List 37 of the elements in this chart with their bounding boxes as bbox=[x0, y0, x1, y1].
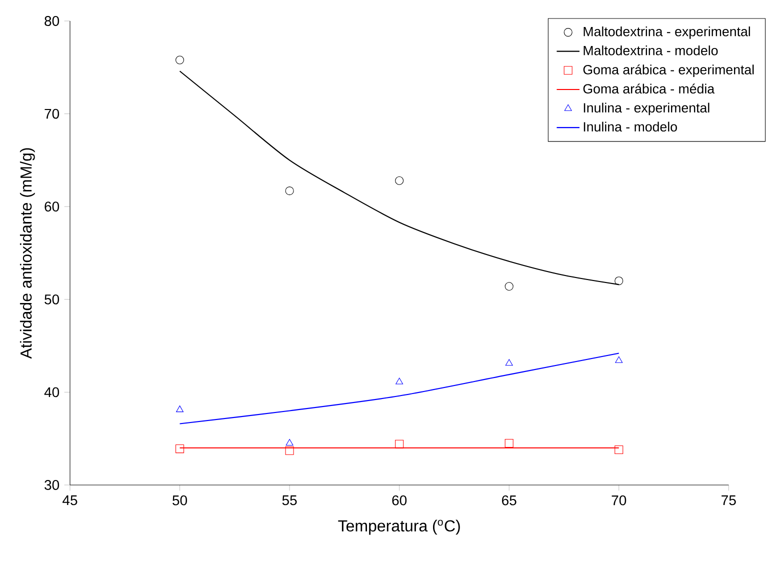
point bbox=[615, 356, 623, 363]
point bbox=[176, 56, 184, 64]
legend-label: Goma arábica - média bbox=[583, 84, 715, 94]
point bbox=[176, 406, 184, 412]
x-tick-label: 65 bbox=[502, 495, 516, 506]
point bbox=[505, 359, 513, 366]
point bbox=[176, 444, 184, 454]
legend-label: Maltodextrina - modelo bbox=[584, 45, 718, 56]
y-tick-label: 80 bbox=[44, 16, 60, 26]
y-axis-title: Atividade antioxidante (mM/g) bbox=[20, 148, 35, 359]
y-tick-label: 30 bbox=[44, 480, 60, 490]
x-tick-label: 75 bbox=[722, 495, 736, 506]
legend-label: Maltodextrina - experimental bbox=[584, 26, 750, 39]
y-tick-label: 60 bbox=[44, 202, 60, 212]
x-tick-label: 70 bbox=[612, 495, 626, 506]
point bbox=[504, 438, 514, 448]
legend-label: Goma arábica - experimental bbox=[583, 64, 754, 78]
x-tick-label: 60 bbox=[392, 495, 407, 506]
point bbox=[396, 378, 404, 384]
point bbox=[285, 446, 294, 455]
y-tick-label: 50 bbox=[44, 294, 60, 304]
y-tick-label: 70 bbox=[44, 108, 60, 119]
x-axis-title: Temperatura ($^{o}$C) bbox=[338, 520, 460, 535]
line-series bbox=[179, 352, 620, 424]
point bbox=[614, 276, 624, 286]
legend-label: Inulina - modelo bbox=[584, 122, 677, 132]
point bbox=[614, 445, 624, 454]
legend-label: Inulina - experimental bbox=[584, 102, 710, 116]
point bbox=[286, 438, 294, 446]
y-tick-label: 40 bbox=[44, 387, 60, 398]
x-tick-label: 50 bbox=[172, 495, 188, 506]
point bbox=[285, 186, 294, 196]
point bbox=[395, 440, 404, 448]
x-tick-label: 45 bbox=[62, 495, 78, 506]
x-tick-label: 55 bbox=[282, 495, 297, 506]
point bbox=[395, 176, 404, 185]
point bbox=[504, 282, 514, 291]
